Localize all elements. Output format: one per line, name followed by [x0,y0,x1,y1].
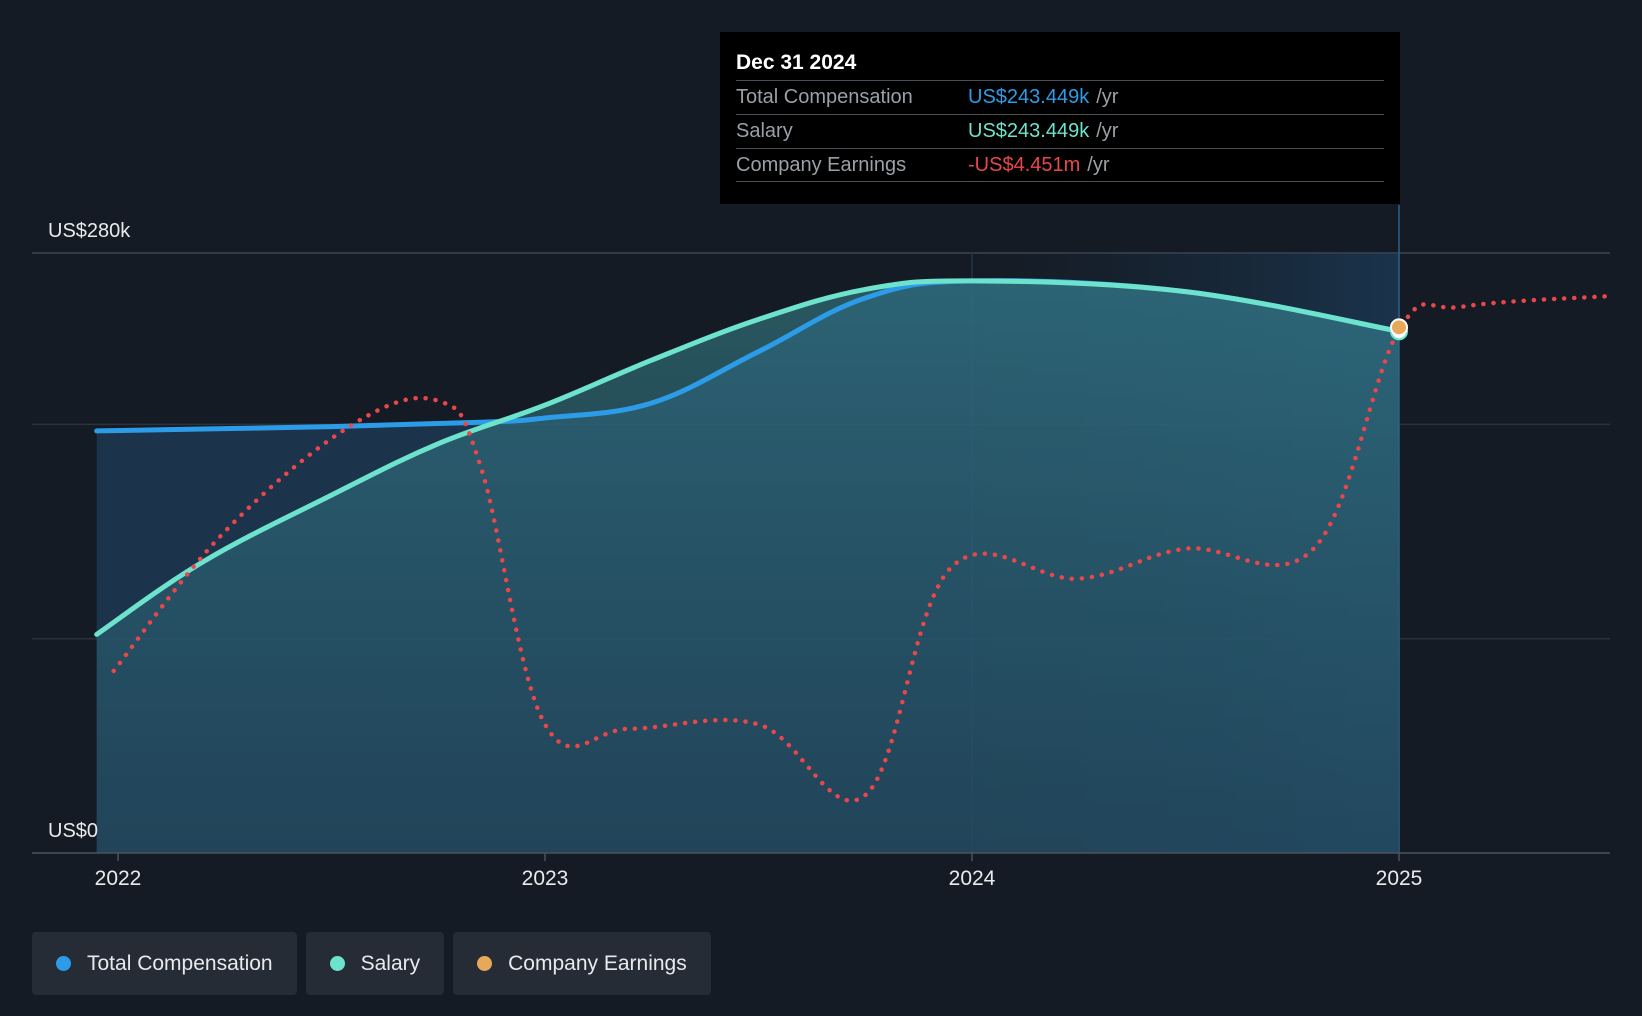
salary-line [94,278,1402,637]
tooltip-value: US$243.449k [968,86,1090,108]
salary-area [96,280,1399,854]
series-lines [94,278,1615,803]
legend-item-total-compensation[interactable]: Total Compensation [32,932,297,995]
legend-dot-icon [477,956,493,971]
legend-label: Total Compensation [87,951,273,975]
x-tick-label: 2023 [522,867,569,890]
legend-item-company-earnings[interactable]: Company Earnings [453,932,711,995]
legend-label: Salary [360,951,421,975]
tooltip-label: Company Earnings [736,153,907,176]
tooltip-unit: /yr [1096,86,1119,108]
tooltip-unit: /yr [1087,153,1110,176]
marks [1390,318,1408,341]
tooltip-label: Salary [736,120,793,142]
tooltip-value: -US$4.451m [968,153,1081,176]
tooltip-row-total-compensation: Total Compensation US$243.449k /yr [736,80,1384,114]
tooltip-row-company-earnings: Company Earnings -US$4.451m /yr [736,148,1384,182]
earnings-marker [1390,318,1408,337]
tooltip-value: US$243.449k [968,120,1090,142]
tooltip-row-salary: Salary US$243.449k /yr [736,114,1384,148]
x-axis: US$280k US$0 2022 2023 2024 2025 [32,220,1610,890]
company-earnings-line [111,293,1615,803]
legend: Total Compensation Salary Company Earnin… [32,932,711,995]
x-tick-label: 2024 [949,867,996,890]
y-axis-label-bottom: US$0 [48,820,98,842]
tooltip-date: Dec 31 2024 [736,51,857,74]
y-axis-label-top: US$280k [48,220,131,242]
legend-item-salary[interactable]: Salary [305,932,445,995]
legend-dot-icon [56,956,71,971]
tooltip-label: Total Compensation [736,86,913,108]
legend-label: Company Earnings [508,951,687,975]
areas [96,280,1399,854]
x-tick-label: 2025 [1376,867,1423,890]
legend-dot-icon [329,956,345,971]
tooltip-unit: /yr [1096,120,1119,142]
x-tick-label: 2022 [95,867,142,890]
tooltip: Dec 31 2024 Total Compensation US$243.44… [720,32,1400,204]
